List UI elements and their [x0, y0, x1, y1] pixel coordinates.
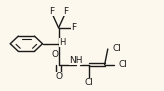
Text: F: F — [71, 23, 76, 32]
Text: F: F — [49, 7, 54, 16]
Text: Cl: Cl — [85, 78, 94, 87]
Text: Cl: Cl — [119, 60, 128, 69]
Text: F: F — [63, 7, 68, 16]
Text: NH: NH — [69, 56, 82, 65]
Text: Cl: Cl — [112, 44, 121, 53]
Text: O: O — [51, 50, 58, 59]
Text: H: H — [59, 38, 65, 47]
Text: O: O — [55, 72, 62, 81]
